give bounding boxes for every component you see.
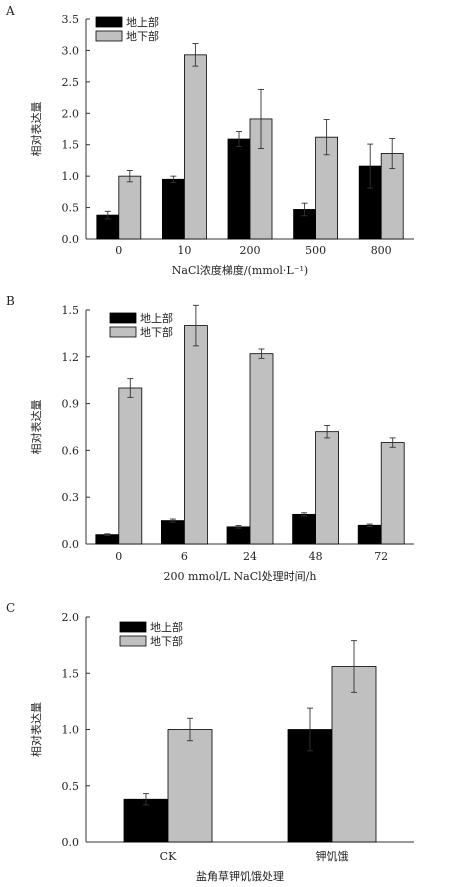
chart-panel-a: A 0.0 0.5 1.0 1.5 2.0 2.5 3.0 3.5 0 10 200 500 800 NaC… bbox=[5, 4, 414, 277]
legend-label: 地上部 bbox=[140, 311, 173, 325]
x-axis-label: 盐角草钾饥饿处理 bbox=[196, 869, 284, 883]
bar-below-1 bbox=[331, 666, 377, 843]
y-tick-label: 3.0 bbox=[62, 44, 80, 57]
legend-swatch-above bbox=[109, 312, 137, 324]
panel-letter: A bbox=[5, 4, 15, 18]
x-tick-label: 24 bbox=[243, 550, 257, 563]
x-tick-label: 钾饥饿 bbox=[316, 849, 349, 863]
legend-swatch-below bbox=[119, 635, 147, 647]
legend-label: 地上部 bbox=[126, 15, 159, 29]
legend-label: 地下部 bbox=[150, 634, 183, 648]
x-tick-label: 500 bbox=[305, 244, 326, 257]
x-tick-label: CK bbox=[160, 850, 177, 863]
x-tick-label: 48 bbox=[309, 550, 323, 563]
legend-label: 地下部 bbox=[140, 325, 173, 339]
bar-above-3 bbox=[292, 513, 317, 545]
y-tick-label: 3.5 bbox=[62, 13, 80, 26]
bar-above-1 bbox=[161, 178, 185, 240]
bar-below-0 bbox=[118, 387, 143, 545]
bar-above-4 bbox=[357, 524, 382, 545]
y-axis-label: 相对表达量 bbox=[29, 102, 43, 157]
bar-below-4 bbox=[380, 442, 405, 545]
legend-label: 地上部 bbox=[150, 620, 183, 634]
y-tick-label: 0.5 bbox=[62, 202, 80, 215]
bar-above-2 bbox=[227, 138, 251, 240]
y-tick-label: 2.0 bbox=[62, 611, 80, 624]
bar-below-1 bbox=[183, 54, 207, 240]
bar-above-2 bbox=[226, 526, 251, 545]
bar-above-1 bbox=[160, 520, 185, 545]
bar-below-1 bbox=[183, 325, 208, 545]
x-tick-label: 800 bbox=[371, 244, 392, 257]
y-tick-label: 0.3 bbox=[62, 491, 80, 504]
chart-panel-b: B 0.0 0.3 0.6 0.9 1.2 1.5 0 6 24 48 72 200 mmol/L Na… bbox=[6, 294, 414, 583]
y-tick-label: 0.0 bbox=[62, 836, 80, 849]
y-tick-label: 0.6 bbox=[62, 444, 80, 457]
bar-below-0 bbox=[118, 175, 142, 240]
bar-below-0 bbox=[167, 729, 213, 843]
x-tick-label: 0 bbox=[115, 244, 122, 257]
legend-label: 地下部 bbox=[126, 29, 159, 43]
y-tick-label: 0.0 bbox=[62, 233, 80, 246]
legend-swatch-below bbox=[109, 326, 137, 338]
bar-below-2 bbox=[249, 353, 274, 545]
y-tick-label: 1.0 bbox=[62, 724, 80, 737]
x-tick-label: 72 bbox=[374, 550, 388, 563]
y-tick-label: 2.0 bbox=[62, 107, 80, 120]
y-tick-label: 0.9 bbox=[62, 398, 80, 411]
legend-swatch-below bbox=[95, 30, 123, 42]
panel-letter: C bbox=[6, 601, 15, 615]
legend-swatch-above bbox=[119, 621, 147, 633]
bar-above-0 bbox=[123, 798, 169, 843]
x-tick-label: 6 bbox=[181, 550, 188, 563]
y-tick-label: 1.0 bbox=[62, 170, 80, 183]
y-tick-label: 1.5 bbox=[62, 304, 80, 317]
bar-above-0 bbox=[95, 534, 120, 545]
x-tick-label: 10 bbox=[177, 244, 191, 257]
y-tick-label: 2.5 bbox=[62, 76, 80, 89]
y-tick-label: 1.5 bbox=[62, 139, 80, 152]
y-tick-label: 1.2 bbox=[62, 351, 80, 364]
y-axis-label: 相对表达量 bbox=[29, 400, 43, 455]
x-axis-label: NaCl浓度梯度/(mmol·L⁻¹) bbox=[172, 263, 308, 277]
x-tick-label: 200 bbox=[240, 244, 261, 257]
y-tick-label: 0.5 bbox=[62, 780, 80, 793]
y-tick-label: 0.0 bbox=[62, 538, 80, 551]
legend-swatch-above bbox=[95, 16, 123, 28]
y-axis-label: 相对表达量 bbox=[29, 702, 43, 757]
bar-below-3 bbox=[315, 431, 340, 545]
y-tick-label: 1.5 bbox=[62, 667, 80, 680]
panel-letter: B bbox=[6, 294, 15, 308]
x-tick-label: 0 bbox=[115, 550, 122, 563]
x-axis-label: 200 mmol/L NaCl处理时间/h bbox=[164, 570, 317, 583]
